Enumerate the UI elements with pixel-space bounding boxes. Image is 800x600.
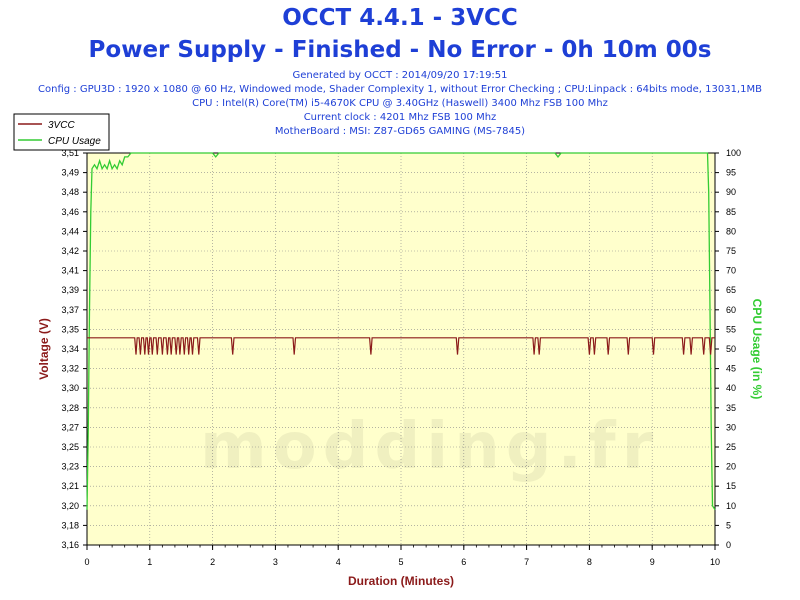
y-left-tick-label: 3,32	[61, 364, 79, 374]
y-left-tick-label: 3,42	[61, 246, 79, 256]
legend-label: CPU Usage	[48, 136, 101, 147]
y-right-tick-label: 40	[726, 383, 736, 393]
legend-box	[13, 113, 110, 151]
y-right-tick-label: 85	[726, 207, 736, 217]
y-left-tick-label: 3,39	[61, 285, 79, 295]
y-left-tick-label: 3,51	[61, 148, 79, 158]
y-left-tick-label: 3,23	[61, 462, 79, 472]
y-left-tick-label: 3,25	[61, 442, 79, 452]
x-tick-label: 3	[273, 557, 278, 567]
info-cpu: CPU : Intel(R) Core(TM) i5-4670K CPU @ 3…	[192, 98, 608, 109]
y-left-tick-label: 3,44	[61, 226, 79, 236]
y-right-tick-label: 45	[726, 364, 736, 374]
x-tick-label: 0	[84, 557, 89, 567]
chart-title: OCCT 4.4.1 - 3VCC	[282, 5, 518, 31]
y-right-tick-label: 5	[726, 520, 731, 530]
series-3vcc-line	[87, 337, 715, 355]
chart-subtitle: Power Supply - Finished - No Error - 0h …	[88, 37, 712, 63]
y-left-tick-label: 3,21	[61, 481, 79, 491]
y-axis-right-label: CPU Usage (in %)	[750, 299, 764, 400]
y-right-tick-label: 65	[726, 285, 736, 295]
y-right-tick-label: 10	[726, 501, 736, 511]
y-right-tick-label: 90	[726, 187, 736, 197]
watermark: modding.fr	[200, 410, 660, 484]
y-right-tick-label: 80	[726, 226, 736, 236]
y-right-tick-label: 30	[726, 422, 736, 432]
x-tick-label: 6	[461, 557, 466, 567]
y-right-tick-label: 75	[726, 246, 736, 256]
info-config: Config : GPU3D : 1920 x 1080 @ 60 Hz, Wi…	[38, 84, 762, 95]
y-left-tick-label: 3,37	[61, 305, 79, 315]
y-left-tick-label: 3,34	[61, 344, 79, 354]
y-right-tick-label: 15	[726, 481, 736, 491]
y-left-tick-label: 3,28	[61, 403, 79, 413]
info-current-clock: Current clock : 4201 Mhz FSB 100 Mhz	[303, 112, 497, 123]
y-right-tick-label: 50	[726, 344, 736, 354]
y-right-tick-label: 35	[726, 403, 736, 413]
y-left-tick-label: 3,27	[61, 422, 79, 432]
y-right-tick-label: 60	[726, 305, 736, 315]
y-right-tick-label: 20	[726, 462, 736, 472]
axes: 0 1 2 3 4 5 6 7 8 9 103,163,183,203,213,233,253,27…	[61, 148, 741, 567]
series-cpu-usage-line	[86, 152, 716, 511]
series-layer	[86, 152, 716, 511]
x-tick-label: 4	[336, 557, 341, 567]
y-left-tick-label: 3,30	[61, 383, 79, 393]
y-right-tick-label: 25	[726, 442, 736, 452]
y-left-tick-label: 3,46	[61, 207, 79, 217]
x-tick-label: 2	[210, 557, 215, 567]
y-right-tick-label: 0	[726, 540, 731, 550]
y-left-tick-label: 3,18	[61, 520, 79, 530]
y-left-tick-label: 3,35	[61, 324, 79, 334]
y-axis-left-label: Voltage (V)	[37, 318, 51, 380]
x-tick-label: 7	[524, 557, 529, 567]
x-axis-label: Duration (Minutes)	[348, 574, 454, 588]
legend: 3VCC CPU Usage	[13, 113, 110, 151]
y-left-tick-label: 3,20	[61, 501, 79, 511]
info-generated: Generated by OCCT : 2014/09/20 17:19:51	[292, 70, 508, 81]
y-left-tick-label: 3,48	[61, 187, 79, 197]
x-tick-label: 10	[710, 557, 720, 567]
info-motherboard: MotherBoard : MSI: Z87-GD65 GAMING (MS-7…	[274, 126, 526, 137]
y-left-tick-label: 3,16	[61, 540, 79, 550]
legend-label: 3VCC	[48, 120, 75, 131]
y-right-tick-label: 55	[726, 324, 736, 334]
y-left-tick-label: 3,41	[61, 266, 79, 276]
x-tick-label: 9	[650, 557, 655, 567]
y-right-tick-label: 95	[726, 168, 736, 178]
x-tick-label: 5	[398, 557, 403, 567]
y-left-tick-label: 3,49	[61, 168, 79, 178]
y-right-tick-label: 70	[726, 266, 736, 276]
x-tick-label: 1	[147, 557, 152, 567]
x-tick-label: 8	[587, 557, 592, 567]
y-right-tick-label: 100	[726, 148, 741, 158]
